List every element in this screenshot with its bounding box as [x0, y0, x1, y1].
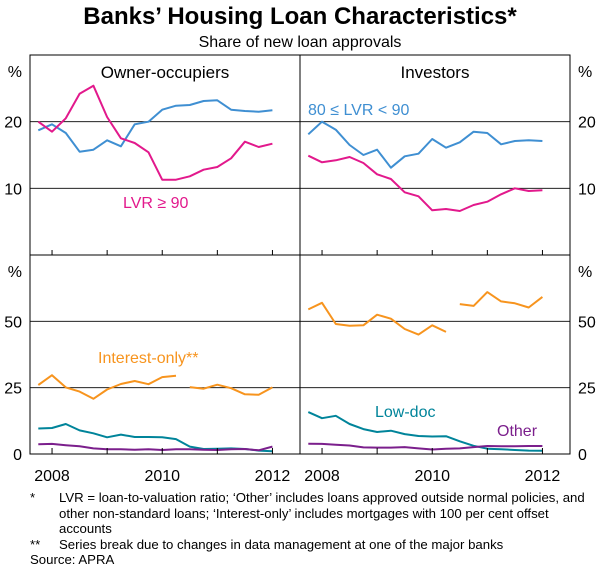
- series-line-owner-bottom-interest-only-: [37, 374, 273, 400]
- y-tick-label-investors-top-10: 10: [578, 181, 596, 198]
- footnote-text: Series break due to changes in data mana…: [59, 536, 504, 552]
- series-line-owner-top-lvr-90: [37, 84, 273, 181]
- series-line-investors-top-lvr-90: [307, 154, 543, 212]
- gridlines: [30, 121, 570, 389]
- label-80-lvr-90: 80 ≤ LVR < 90: [308, 102, 410, 119]
- panel-title-owner-occupiers: Owner-occupiers: [101, 63, 230, 82]
- unit-label-investors-top: %: [578, 64, 592, 81]
- unit-label-investors-bottom: %: [578, 264, 592, 281]
- unit-label-owner-bottom: %: [8, 264, 22, 281]
- footnotes: * LVR = loan-to-valuation ratio; ‘Other’…: [30, 490, 596, 568]
- source-note: Source: APRA: [30, 552, 115, 567]
- footnote-mark: *: [30, 490, 36, 505]
- footnote-mark: **: [30, 536, 41, 552]
- series-layer: [37, 84, 544, 453]
- y-tick-label-owner-bottom-50: 50: [4, 314, 22, 331]
- footnote-lvr: * LVR = loan-to-valuation ratio; ‘Other’…: [30, 490, 596, 537]
- x-tick-label-2010: 2010: [414, 468, 450, 485]
- y-tick-label-investors-bottom-25: 25: [578, 381, 596, 398]
- chart-title: Banks’ Housing Loan Characteristics*: [83, 3, 517, 30]
- series-line-owner-bottom-low-doc: [38, 423, 273, 453]
- y-tick-label-owner-bottom-25: 25: [4, 381, 22, 398]
- x-tick-label-2008: 2008: [34, 468, 70, 485]
- panel-title-investors: Investors: [401, 63, 470, 82]
- footnote-series-break: ** Series break due to changes in data m…: [30, 537, 596, 553]
- chart-subtitle: Share of new loan approvals: [199, 34, 402, 51]
- y-tick-label-investors-top-20: 20: [578, 115, 596, 132]
- footnote-text: LVR = loan-to-valuation ratio; ‘Other’ i…: [59, 490, 585, 536]
- x-tick-label-2010: 2010: [144, 468, 180, 485]
- y-tick-label-owner-bottom-0: 0: [13, 447, 22, 464]
- label-interest-only: Interest-only**: [98, 350, 199, 367]
- x-tick-label-2012: 2012: [255, 468, 291, 485]
- label-lvr-90-plus: LVR ≥ 90: [123, 195, 189, 212]
- label-other: Other: [497, 423, 538, 440]
- series-line-owner-bottom-other: [38, 442, 273, 452]
- x-tick-label-2008: 2008: [304, 468, 340, 485]
- y-tick-label-investors-bottom-50: 50: [578, 314, 596, 331]
- unit-label-owner-top: %: [8, 64, 22, 81]
- y-tick-label-owner-top-20: 20: [4, 115, 22, 132]
- axis-labels: 10 20% 10 20% 0 25 50% 0 25 50% 2008 2010 2012 2008 20…: [4, 64, 596, 485]
- label-low-doc: Low-doc: [375, 404, 435, 421]
- y-tick-label-owner-top-10: 10: [4, 181, 22, 198]
- series-line-investors-top-80-lvr-90: [307, 120, 543, 169]
- x-tick-label-2012: 2012: [525, 468, 561, 485]
- series-line-owner-top-80-lvr-90: [37, 99, 273, 153]
- y-tick-label-investors-bottom-0: 0: [578, 447, 587, 464]
- series-line-investors-bottom-other: [308, 442, 543, 451]
- series-line-investors-bottom-interest-only-: [307, 291, 544, 336]
- series-line-investors-bottom-low-doc: [307, 411, 543, 452]
